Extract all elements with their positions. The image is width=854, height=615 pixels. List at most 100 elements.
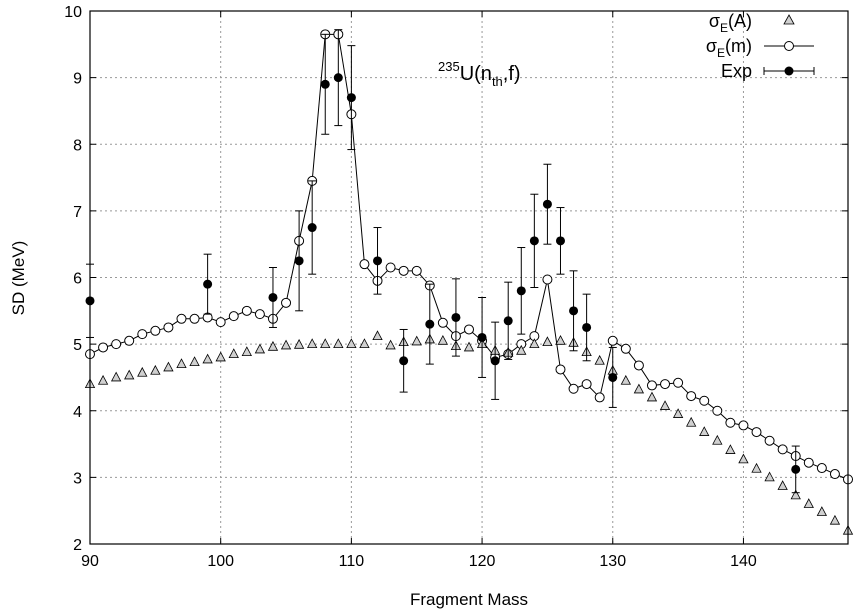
sigma-a-point <box>385 339 396 350</box>
exp-point <box>346 93 356 103</box>
sigma-a-point <box>686 416 697 427</box>
legend-sigma-m-sub: E <box>717 46 725 60</box>
sigma-m-point <box>816 463 827 474</box>
legend-sigma-m-tail: (m) <box>725 36 752 56</box>
sigma-a-point <box>738 453 749 464</box>
sigma-a-point <box>267 340 279 351</box>
sigma-a-point <box>646 391 658 402</box>
sigma-m-point <box>111 339 122 350</box>
sigma-a-point <box>790 489 801 500</box>
sigma-a-point <box>163 361 174 372</box>
y-tick-label: 8 <box>73 137 82 154</box>
sigma-a-point <box>346 338 357 349</box>
sigma-m-point <box>359 259 370 270</box>
sigma-a-point <box>254 343 266 354</box>
sigma-m-point <box>712 405 723 416</box>
sigma-a-point <box>594 354 605 365</box>
legend-entry-sigma-a: σE(A) <box>709 11 795 35</box>
plot-frame <box>89 10 849 545</box>
sigma-a-point <box>555 334 566 345</box>
sigma-m-point <box>254 309 265 320</box>
sigma-a-point <box>725 444 736 454</box>
sigma-m-point <box>686 391 697 402</box>
legend-sigma-m-base: σ <box>706 36 717 56</box>
x-tick-label: 120 <box>469 553 496 570</box>
sigma-m-point <box>542 274 553 285</box>
y-axis-label: SD (MeV) <box>9 241 28 316</box>
sigma-a-point <box>241 346 252 357</box>
sigma-a-point <box>110 371 122 382</box>
x-axis-label: Fragment Mass <box>410 590 528 609</box>
sigma-a-point <box>333 338 344 349</box>
sigma-a-point <box>816 506 828 516</box>
sigma-m-point <box>673 377 684 388</box>
exp-point <box>425 319 435 329</box>
sigma-m-point <box>228 311 239 322</box>
legend-label-sigma-a: σE(A) <box>709 11 752 35</box>
sigma-a-point <box>712 434 723 445</box>
reaction-annotation: 235U(nth,f) <box>438 59 521 89</box>
legend-open-circle-marker <box>784 41 794 51</box>
sigma-a-point <box>215 351 226 362</box>
sigma-m-point <box>150 325 161 336</box>
exp-point <box>791 464 801 474</box>
annotation-base: U(n <box>460 63 492 85</box>
exp-point <box>490 356 500 366</box>
sigma-a-point <box>542 336 553 347</box>
exp-point <box>516 286 526 296</box>
sigma-m-point <box>751 427 762 438</box>
sigma-m-point <box>777 444 788 455</box>
exp-point <box>307 223 317 233</box>
sigma-m-point <box>803 457 814 468</box>
x-tick-label: 110 <box>339 553 365 570</box>
sigma-m-point <box>385 262 396 273</box>
sigma-a-point <box>764 471 775 482</box>
sigma-a-point <box>633 383 645 394</box>
sigma-a-point <box>228 348 239 359</box>
legend-sigma-a-sub: E <box>720 21 728 35</box>
sigma-a-point <box>516 344 527 355</box>
x-tick-label: 140 <box>730 553 757 570</box>
sigma-a-point <box>672 408 684 418</box>
sigma-m-point <box>633 360 644 371</box>
sigma-m-point <box>464 324 474 335</box>
sigma-m-point <box>620 343 631 354</box>
sigma-m-point <box>98 342 109 353</box>
exp-point <box>582 322 592 332</box>
sigma-m-point <box>829 469 840 480</box>
y-tick-label: 2 <box>73 537 82 554</box>
annotation-subscript: th <box>492 74 503 89</box>
exp-point <box>294 256 304 266</box>
legend-triangle-marker <box>783 14 795 25</box>
sigma-a-point <box>463 341 475 352</box>
sigma-m-point <box>725 417 736 428</box>
legend-sigma-a-base: σ <box>709 11 720 31</box>
sigma-m-point <box>241 305 252 316</box>
legend-entry-sigma-m: σE(m) <box>706 36 814 60</box>
sigma-a-point <box>437 334 449 345</box>
sigma-a-point <box>699 426 710 436</box>
grid-lines <box>90 11 848 544</box>
legend: σE(A) σE(m) Exp <box>706 11 815 81</box>
sigma-m-point <box>738 420 749 431</box>
sigma-m-point <box>607 335 618 346</box>
sigma-m-line <box>89 33 849 480</box>
exp-point <box>569 306 579 316</box>
exp-point <box>555 236 565 246</box>
exp-point <box>608 372 618 382</box>
x-tick-label: 90 <box>81 553 99 570</box>
x-tick-label: 100 <box>207 553 234 570</box>
exp-point <box>451 312 461 322</box>
y-tick-label: 5 <box>73 337 82 354</box>
sigma-a-point <box>411 335 422 346</box>
x-tick-label: 130 <box>599 553 626 570</box>
annotation-tail: ,f) <box>503 63 521 85</box>
sigma-m-point <box>215 317 226 328</box>
sigma-m-point <box>646 380 657 391</box>
sigma-m-point <box>124 335 135 346</box>
sigma-a-point <box>189 356 200 367</box>
sigma-a-point <box>372 330 383 341</box>
sigma-a-point <box>307 338 318 349</box>
sigma-m-point <box>137 329 148 340</box>
